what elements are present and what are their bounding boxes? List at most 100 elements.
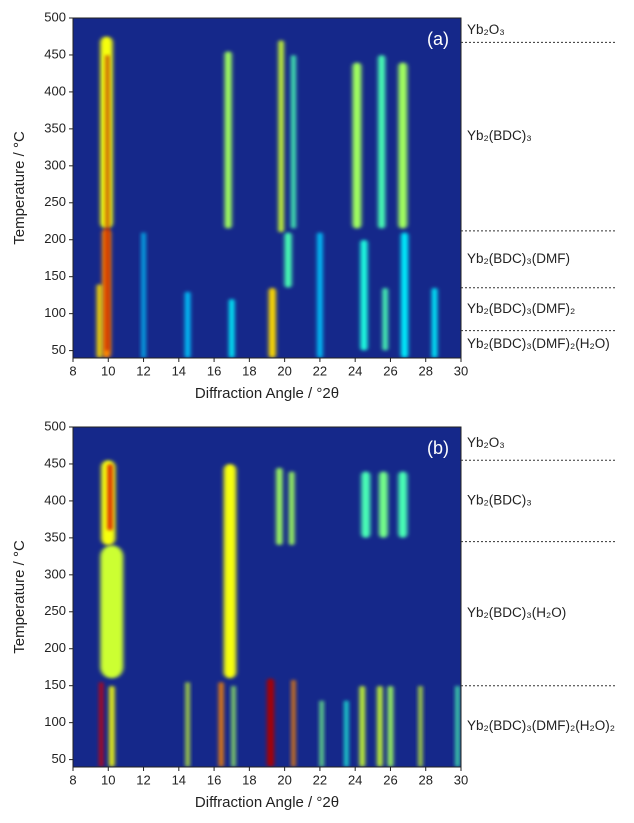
- x-tick-label: 12: [136, 772, 150, 787]
- peak-streak: [344, 700, 349, 767]
- heatmap-panel: 8 10 12 14 16 18 20 22 24 26 28 30 50 100 150 200 250 300…: [11, 9, 615, 402]
- x-tick-label: 8: [69, 772, 76, 787]
- peak-streak: [185, 682, 190, 767]
- y-tick-label: 150: [44, 268, 66, 283]
- y-tick-label: 500: [44, 418, 66, 433]
- y-tick-label: 400: [44, 492, 66, 507]
- y-tick-label: 250: [44, 194, 66, 209]
- y-tick-label: 200: [44, 640, 66, 655]
- peak-streak: [184, 291, 191, 358]
- y-tick-label: 500: [44, 9, 66, 24]
- x-tick-label: 16: [207, 363, 221, 378]
- peak-streak: [401, 232, 409, 358]
- phase-label: Yb₂(BDC)₃: [467, 492, 532, 507]
- x-tick-label: 26: [383, 772, 397, 787]
- y-tick-label: 350: [44, 120, 66, 135]
- y-tick-label: 50: [52, 342, 66, 357]
- peak-streak: [418, 685, 423, 767]
- x-axis-label: Diffraction Angle / °2θ: [195, 794, 339, 811]
- peak-streak: [382, 287, 388, 351]
- peak-streak: [431, 287, 438, 358]
- peak-streak: [359, 685, 365, 767]
- phase-label: Yb₂(BDC)₃: [467, 128, 532, 143]
- peaks: [99, 460, 460, 767]
- x-tick-label: 18: [242, 772, 256, 787]
- x-tick-label: 20: [277, 772, 291, 787]
- x-axis-label: Diffraction Angle / °2θ: [195, 385, 339, 402]
- y-tick-label: 250: [44, 603, 66, 618]
- phase-label: Yb₂(BDC)₃(H₂O): [467, 605, 566, 620]
- y-tick-label: 300: [44, 566, 66, 581]
- x-tick-label: 28: [418, 772, 432, 787]
- peak-streak: [361, 471, 371, 538]
- peak-streak: [291, 54, 296, 229]
- x-tick-label: 22: [313, 772, 327, 787]
- y-tick-label: 350: [44, 529, 66, 544]
- x-tick-label: 28: [418, 363, 432, 378]
- x-tick-label: 14: [172, 772, 186, 787]
- peak-streak: [276, 467, 283, 546]
- x-tick-label: 24: [348, 363, 362, 378]
- heatmap-panel: 8 10 12 14 16 18 20 22 24 26 28 30 50 100 150 200 250 300…: [11, 418, 615, 811]
- peak-streak: [278, 40, 284, 233]
- peak-streak: [107, 463, 113, 531]
- y-tick-label: 450: [44, 46, 66, 61]
- y-tick-label: 50: [52, 751, 66, 766]
- x-tick-label: 10: [101, 772, 115, 787]
- peak-streak: [231, 685, 236, 767]
- phase-label: Yb₂O₃: [467, 22, 505, 37]
- y-axis-label: Temperature / °C: [11, 540, 28, 654]
- peak-streak: [106, 54, 109, 351]
- x-tick-label: 18: [242, 363, 256, 378]
- peak-streak: [223, 463, 237, 679]
- peak-streak: [99, 682, 103, 767]
- peak-streak: [317, 232, 323, 358]
- phase-label: Yb₂(BDC)₃(DMF)₂(H₂O)₂: [467, 718, 615, 733]
- peak-streak: [360, 239, 368, 351]
- x-tick-label: 20: [277, 363, 291, 378]
- y-tick-label: 450: [44, 455, 66, 470]
- phase-label: Yb₂(BDC)₃(DMF): [467, 251, 570, 266]
- y-tick-label: 200: [44, 231, 66, 246]
- peak-streak: [100, 545, 124, 679]
- x-tick-label: 22: [313, 363, 327, 378]
- phase-label: Yb₂(BDC)₃(DMF)₂: [467, 301, 575, 316]
- y-tick-label: 150: [44, 677, 66, 692]
- peak-streak: [141, 232, 146, 358]
- peak-streak: [284, 232, 292, 288]
- peak-streak: [267, 678, 275, 767]
- panel-label: (a): [427, 29, 449, 49]
- peak-streak: [268, 287, 276, 358]
- x-tick-label: 30: [454, 363, 468, 378]
- x-tick-label: 12: [136, 363, 150, 378]
- peak-streak: [378, 54, 386, 229]
- peak-streak: [218, 682, 224, 767]
- peak-streak: [398, 62, 408, 229]
- y-tick-label: 100: [44, 714, 66, 729]
- peak-streak: [352, 62, 362, 229]
- peak-streak: [291, 679, 296, 767]
- x-tick-label: 8: [69, 363, 76, 378]
- plot-background: [73, 18, 461, 358]
- peak-streak: [387, 685, 394, 767]
- peak-streak: [378, 471, 388, 538]
- panel-label: (b): [427, 438, 449, 458]
- y-axis-label: Temperature / °C: [11, 131, 28, 245]
- peak-streak: [96, 284, 103, 358]
- peak-streak: [377, 685, 383, 767]
- x-tick-label: 30: [454, 772, 468, 787]
- plot-frame: [72, 426, 462, 768]
- y-tick-label: 400: [44, 83, 66, 98]
- x-tick-label: 14: [172, 363, 186, 378]
- peaks: [96, 36, 438, 358]
- peak-streak: [224, 51, 232, 229]
- peak-streak: [319, 700, 324, 767]
- peak-streak: [455, 685, 460, 767]
- y-tick-label: 100: [44, 305, 66, 320]
- peak-streak: [289, 471, 295, 546]
- peak-streak: [398, 471, 408, 538]
- x-tick-label: 24: [348, 772, 362, 787]
- phase-label: Yb₂O₃: [467, 435, 505, 450]
- peak-streak: [109, 685, 115, 767]
